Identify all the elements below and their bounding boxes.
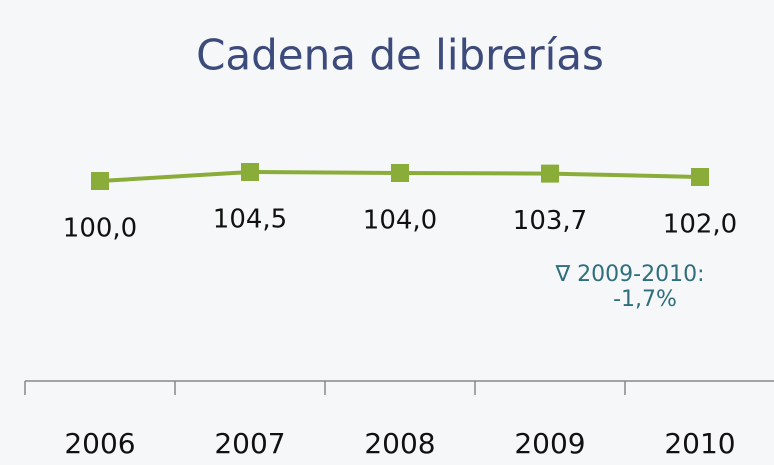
marker <box>391 164 409 182</box>
marker <box>91 172 109 190</box>
marker <box>541 164 559 183</box>
x-tick-label: 2008 <box>364 427 435 460</box>
value-label: 104,5 <box>213 205 287 235</box>
x-tick-label: 2010 <box>664 427 735 460</box>
x-tick-label: 2007 <box>214 427 285 460</box>
marker <box>691 168 709 186</box>
value-label: 102,0 <box>663 210 737 240</box>
value-label: 103,7 <box>513 206 587 236</box>
annotation: -1,7% <box>613 287 677 312</box>
x-tick-label: 2006 <box>64 427 135 460</box>
annotation: ∇ 2009-2010: <box>554 262 704 287</box>
value-label: 104,0 <box>363 206 437 236</box>
value-label: 100,0 <box>63 214 137 244</box>
x-tick-label: 2009 <box>514 427 585 460</box>
marker <box>241 163 259 181</box>
chart-title: Cadena de librerías <box>196 31 604 80</box>
